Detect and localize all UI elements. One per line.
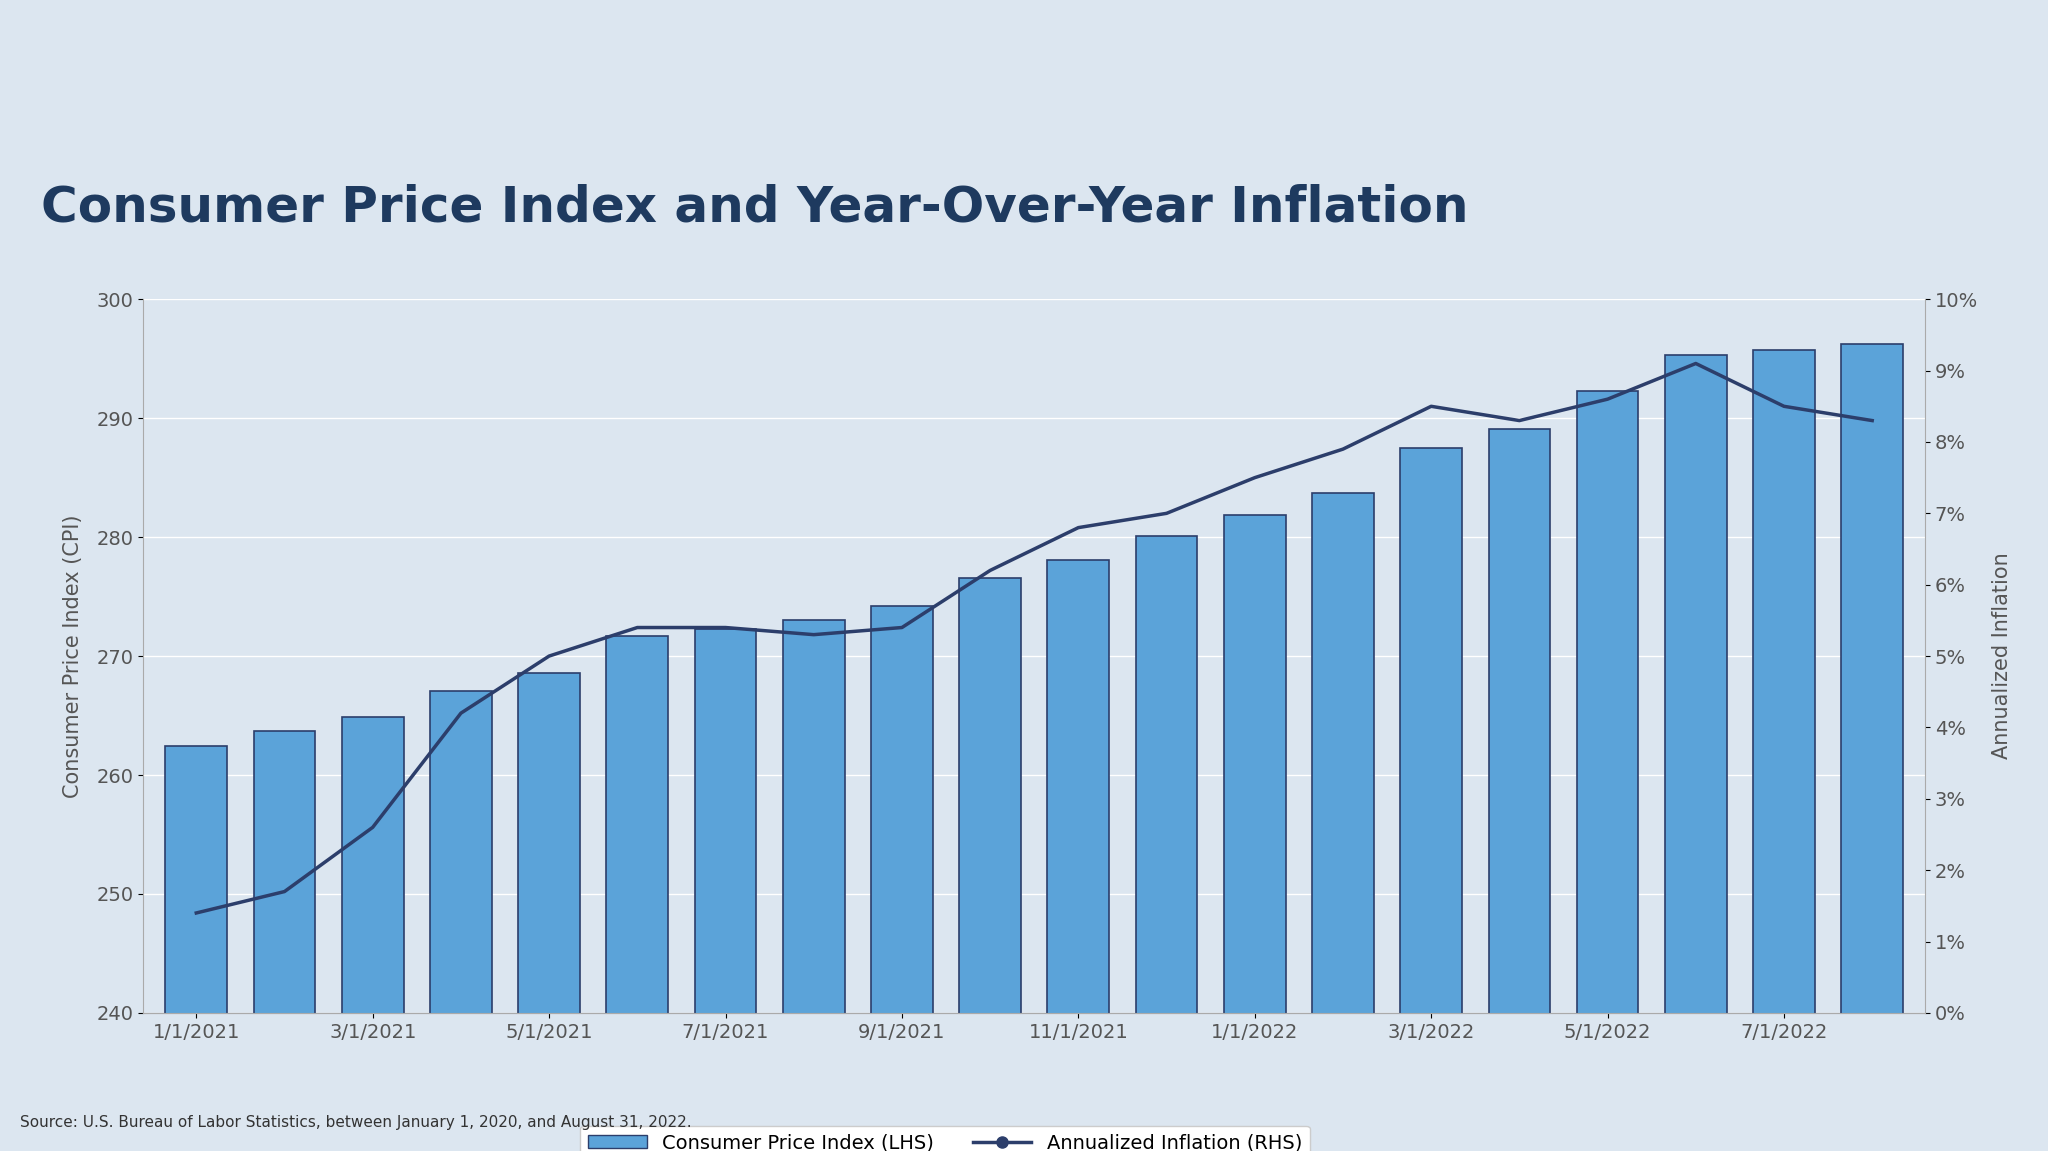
Bar <box>958 578 1022 1151</box>
Legend: Consumer Price Index (LHS), Annualized Inflation (RHS): Consumer Price Index (LHS), Annualized I… <box>580 1126 1311 1151</box>
Bar <box>1225 514 1286 1151</box>
Bar <box>1841 344 1903 1151</box>
Y-axis label: Annualized Inflation: Annualized Inflation <box>1993 552 2011 760</box>
Bar <box>342 717 403 1151</box>
Bar <box>1313 493 1374 1151</box>
Bar <box>518 672 580 1151</box>
Bar <box>1489 429 1550 1151</box>
Bar <box>694 628 756 1151</box>
Bar <box>1753 350 1815 1151</box>
Bar <box>870 607 932 1151</box>
Bar <box>166 747 227 1151</box>
Bar <box>1047 559 1110 1151</box>
Bar <box>1577 391 1638 1151</box>
Y-axis label: Consumer Price Index (CPI): Consumer Price Index (CPI) <box>63 514 82 798</box>
Bar <box>606 635 668 1151</box>
Bar <box>254 731 315 1151</box>
Bar <box>430 691 492 1151</box>
Bar <box>782 620 844 1151</box>
Bar <box>1137 536 1198 1151</box>
Text: Consumer Price Index and Year-Over-Year Inflation: Consumer Price Index and Year-Over-Year … <box>41 183 1468 231</box>
Bar <box>1401 448 1462 1151</box>
Text: Source: U.S. Bureau of Labor Statistics, between January 1, 2020, and August 31,: Source: U.S. Bureau of Labor Statistics,… <box>20 1114 692 1130</box>
Bar <box>1665 356 1726 1151</box>
